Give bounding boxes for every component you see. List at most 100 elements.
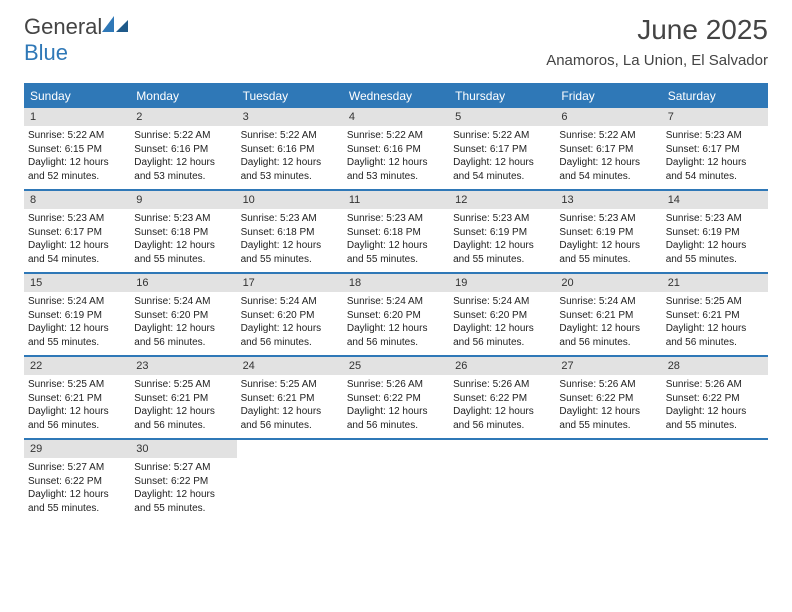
sunset-text: Sunset: 6:17 PM — [559, 143, 657, 157]
weekday-header: Tuesday — [237, 85, 343, 108]
day-info: Sunrise: 5:24 AMSunset: 6:20 PMDaylight:… — [241, 295, 339, 349]
sunrise-text: Sunrise: 5:24 AM — [28, 295, 126, 309]
day-cell: 20Sunrise: 5:24 AMSunset: 6:21 PMDayligh… — [555, 274, 661, 355]
day-info: Sunrise: 5:22 AMSunset: 6:16 PMDaylight:… — [241, 129, 339, 183]
day-cell: 9Sunrise: 5:23 AMSunset: 6:18 PMDaylight… — [130, 191, 236, 272]
sunset-text: Sunset: 6:17 PM — [666, 143, 764, 157]
day-cell: 3 Sunrise: 5:22 AMSunset: 6:16 PMDaylight… — [237, 108, 343, 189]
day-cell: 28Sunrise: 5:26 AMSunset: 6:22 PMDayligh… — [662, 357, 768, 438]
daylight-text: Daylight: 12 hours and 55 minutes. — [559, 239, 657, 266]
sunrise-text: Sunrise: 5:22 AM — [28, 129, 126, 143]
day-number: 27 — [555, 357, 661, 375]
calendar: SundayMondayTuesdayWednesdayThursdayFrid… — [24, 83, 768, 521]
day-info: Sunrise: 5:25 AMSunset: 6:21 PMDaylight:… — [666, 295, 764, 349]
sunrise-text: Sunrise: 5:24 AM — [134, 295, 232, 309]
day-info: Sunrise: 5:23 AMSunset: 6:19 PMDaylight:… — [559, 212, 657, 266]
day-info: Sunrise: 5:24 AMSunset: 6:20 PMDaylight:… — [134, 295, 232, 349]
sunrise-text: Sunrise: 5:22 AM — [453, 129, 551, 143]
daylight-text: Daylight: 12 hours and 55 minutes. — [347, 239, 445, 266]
daylight-text: Daylight: 12 hours and 56 minutes. — [134, 322, 232, 349]
daylight-text: Daylight: 12 hours and 56 minutes. — [28, 405, 126, 432]
day-cell — [662, 440, 768, 521]
sunset-text: Sunset: 6:21 PM — [28, 392, 126, 406]
daylight-text: Daylight: 12 hours and 56 minutes. — [134, 405, 232, 432]
day-cell — [237, 440, 343, 521]
daylight-text: Daylight: 12 hours and 56 minutes. — [453, 322, 551, 349]
weekday-header: Saturday — [662, 85, 768, 108]
day-info: Sunrise: 5:24 AMSunset: 6:21 PMDaylight:… — [559, 295, 657, 349]
sunrise-text: Sunrise: 5:23 AM — [28, 212, 126, 226]
logo: General Blue — [24, 14, 130, 66]
sunrise-text: Sunrise: 5:22 AM — [241, 129, 339, 143]
sunrise-text: Sunrise: 5:23 AM — [666, 129, 764, 143]
day-number: 2 — [130, 108, 236, 126]
day-cell: 26Sunrise: 5:26 AMSunset: 6:22 PMDayligh… — [449, 357, 555, 438]
day-number: 13 — [555, 191, 661, 209]
sunset-text: Sunset: 6:21 PM — [134, 392, 232, 406]
day-cell: 29Sunrise: 5:27 AMSunset: 6:22 PMDayligh… — [24, 440, 130, 521]
day-cell: 22Sunrise: 5:25 AMSunset: 6:21 PMDayligh… — [24, 357, 130, 438]
day-number: 9 — [130, 191, 236, 209]
day-cell: 4Sunrise: 5:22 AMSunset: 6:16 PMDaylight… — [343, 108, 449, 189]
day-number: 16 — [130, 274, 236, 292]
day-number: 29 — [24, 440, 130, 458]
daylight-text: Daylight: 12 hours and 56 minutes. — [347, 322, 445, 349]
daylight-text: Daylight: 12 hours and 53 minutes. — [347, 156, 445, 183]
daylight-text: Daylight: 12 hours and 56 minutes. — [347, 405, 445, 432]
sunset-text: Sunset: 6:16 PM — [347, 143, 445, 157]
day-number: 7 — [662, 108, 768, 126]
daylight-text: Daylight: 12 hours and 54 minutes. — [666, 156, 764, 183]
daylight-text: Daylight: 12 hours and 54 minutes. — [559, 156, 657, 183]
sunrise-text: Sunrise: 5:27 AM — [28, 461, 126, 475]
sunrise-text: Sunrise: 5:26 AM — [347, 378, 445, 392]
day-cell: 23Sunrise: 5:25 AMSunset: 6:21 PMDayligh… — [130, 357, 236, 438]
day-info: Sunrise: 5:23 AMSunset: 6:19 PMDaylight:… — [453, 212, 551, 266]
daylight-text: Daylight: 12 hours and 55 minutes. — [666, 405, 764, 432]
sunset-text: Sunset: 6:19 PM — [28, 309, 126, 323]
day-cell: 13 Sunrise: 5:23 AMSunset: 6:19 PMDayligh… — [555, 191, 661, 272]
day-number: 30 — [130, 440, 236, 458]
daylight-text: Daylight: 12 hours and 56 minutes. — [241, 405, 339, 432]
daylight-text: Daylight: 12 hours and 55 minutes. — [28, 488, 126, 515]
sunset-text: Sunset: 6:22 PM — [347, 392, 445, 406]
day-number: 25 — [343, 357, 449, 375]
sunrise-text: Sunrise: 5:22 AM — [559, 129, 657, 143]
day-info: Sunrise: 5:23 AMSunset: 6:17 PMDaylight:… — [666, 129, 764, 183]
day-info: Sunrise: 5:24 AMSunset: 6:19 PMDaylight:… — [28, 295, 126, 349]
day-cell: 10Sunrise: 5:23 AMSunset: 6:18 PMDayligh… — [237, 191, 343, 272]
day-info: Sunrise: 5:22 AMSunset: 6:17 PMDaylight:… — [559, 129, 657, 183]
day-info: Sunrise: 5:26 AMSunset: 6:22 PMDaylight:… — [453, 378, 551, 432]
day-cell: 17Sunrise: 5:24 AMSunset: 6:20 PMDayligh… — [237, 274, 343, 355]
day-cell: 25 Sunrise: 5:26 AMSunset: 6:22 PMDayligh… — [343, 357, 449, 438]
daylight-text: Daylight: 12 hours and 55 minutes. — [241, 239, 339, 266]
day-cell — [449, 440, 555, 521]
day-number: 3 — [237, 108, 343, 126]
day-cell: 1Sunrise: 5:22 AMSunset: 6:15 PMDaylight… — [24, 108, 130, 189]
day-info: Sunrise: 5:26 AMSunset: 6:22 PMDaylight:… — [666, 378, 764, 432]
daylight-text: Daylight: 12 hours and 55 minutes. — [134, 239, 232, 266]
day-number: 22 — [24, 357, 130, 375]
sunset-text: Sunset: 6:22 PM — [666, 392, 764, 406]
day-info: Sunrise: 5:23 AMSunset: 6:18 PMDaylight:… — [347, 212, 445, 266]
sunset-text: Sunset: 6:18 PM — [347, 226, 445, 240]
day-cell: 2Sunrise: 5:22 AMSunset: 6:16 PMDaylight… — [130, 108, 236, 189]
day-number: 12 — [449, 191, 555, 209]
day-number: 19 — [449, 274, 555, 292]
month-title: June 2025 — [546, 14, 768, 46]
day-cell: 24Sunrise: 5:25 AMSunset: 6:21 PMDayligh… — [237, 357, 343, 438]
day-cell: 27Sunrise: 5:26 AMSunset: 6:22 PMDayligh… — [555, 357, 661, 438]
day-info: Sunrise: 5:27 AMSunset: 6:22 PMDaylight:… — [134, 461, 232, 515]
logo-sail-icon — [102, 14, 130, 34]
day-number: 4 — [343, 108, 449, 126]
day-info: Sunrise: 5:24 AMSunset: 6:20 PMDaylight:… — [347, 295, 445, 349]
day-number: 5 — [449, 108, 555, 126]
sunset-text: Sunset: 6:21 PM — [559, 309, 657, 323]
week-row: 22Sunrise: 5:25 AMSunset: 6:21 PMDayligh… — [24, 357, 768, 440]
sunrise-text: Sunrise: 5:23 AM — [134, 212, 232, 226]
day-cell: 16 Sunrise: 5:24 AMSunset: 6:20 PMDayligh… — [130, 274, 236, 355]
daylight-text: Daylight: 12 hours and 55 minutes. — [559, 405, 657, 432]
logo-text: General Blue — [24, 14, 130, 66]
sunrise-text: Sunrise: 5:23 AM — [347, 212, 445, 226]
daylight-text: Daylight: 12 hours and 54 minutes. — [453, 156, 551, 183]
sunrise-text: Sunrise: 5:23 AM — [241, 212, 339, 226]
